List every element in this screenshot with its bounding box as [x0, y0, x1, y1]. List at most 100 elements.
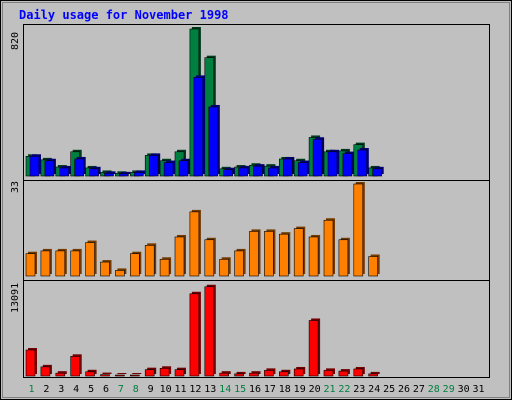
- pages-bar: [74, 158, 84, 177]
- pages-bar: [104, 173, 114, 177]
- kbytes-bar: [308, 320, 319, 377]
- x-tick-label: 23: [353, 384, 365, 395]
- pages-bar: [163, 162, 174, 177]
- sites-bar: [323, 219, 334, 277]
- pages-bar: [193, 77, 204, 177]
- kbytes-bar-shadow: [370, 371, 380, 374]
- pages-bar: [312, 138, 323, 177]
- kbytes-bar: [293, 368, 304, 377]
- kbytes-bar: [55, 372, 66, 377]
- x-tick-label: 13: [204, 384, 216, 395]
- kbytes-bar-shadow: [132, 373, 142, 374]
- x-tick-label: 3: [58, 384, 64, 395]
- sites-bar: [204, 239, 215, 277]
- sites-bar: [55, 250, 66, 277]
- kbytes-bar: [85, 371, 95, 377]
- pages-bar: [253, 165, 263, 177]
- sites-bar: [219, 258, 229, 277]
- pages-bar: [357, 149, 368, 177]
- kbytes-bar: [174, 369, 185, 377]
- kbytes-bar: [40, 366, 51, 377]
- x-tick-label: 26: [398, 384, 410, 395]
- kbytes-bar: [323, 370, 334, 377]
- pages-bar: [372, 168, 383, 177]
- sites-bar: [264, 231, 274, 277]
- kbytes-bar-shadow: [117, 373, 127, 374]
- x-tick-label: 30: [458, 384, 470, 395]
- x-tick-label: 4: [73, 384, 79, 395]
- sites-bar: [353, 183, 364, 277]
- sites-bar: [159, 258, 170, 277]
- kbytes-bar: [368, 373, 379, 377]
- pages-bar: [282, 158, 293, 177]
- sites-bar: [25, 253, 36, 277]
- chart-title: Daily usage for November 1998: [19, 8, 229, 22]
- sites-bar: [308, 236, 319, 277]
- bars-layer: [25, 27, 384, 377]
- pages-bar: [148, 155, 159, 177]
- x-tick-label: 15: [234, 384, 246, 395]
- x-tick-label: 8: [133, 384, 139, 395]
- x-tick-label: 19: [294, 384, 306, 395]
- pages-bar-shadow: [121, 171, 131, 174]
- x-axis-labels: 1 2 3 4 5 6 7 8 9 10 11 12 13 14 15 16 17 18 19 20 21 22 23 24 2…: [28, 384, 484, 395]
- pages-bar: [119, 173, 129, 177]
- x-tick-label: 6: [103, 384, 109, 395]
- x-tick-label: 16: [249, 384, 261, 395]
- kbytes-bar: [204, 286, 215, 377]
- kbytes-bar-shadow: [57, 371, 67, 374]
- x-tick-label: 21: [323, 384, 335, 395]
- x-tick-label: 11: [174, 384, 186, 395]
- kbytes-bar: [100, 374, 110, 377]
- sites-bar: [189, 211, 200, 277]
- x-tick-label: 29: [443, 384, 455, 395]
- kbytes-bar-shadow: [221, 371, 231, 374]
- pages-bar: [342, 153, 353, 177]
- kbytes-bar-shadow: [102, 372, 112, 374]
- x-tick-label: 5: [88, 384, 94, 395]
- kbytes-bar: [144, 369, 155, 377]
- x-tick-label: 9: [148, 384, 154, 395]
- kbytes-bar: [278, 371, 289, 377]
- sites-bar: [174, 236, 185, 277]
- pages-bar: [59, 167, 70, 177]
- pages-bar: [208, 106, 219, 177]
- kbytes-max-label: 13091: [10, 283, 21, 313]
- pages-bar: [327, 151, 338, 177]
- pages-bar: [268, 167, 278, 177]
- x-tick-label: 25: [383, 384, 395, 395]
- panels: [23, 24, 490, 378]
- pages-bar: [238, 167, 248, 177]
- x-tick-label: 27: [413, 384, 425, 395]
- x-tick-label: 7: [118, 384, 124, 395]
- sites-bar: [130, 253, 140, 277]
- kbytes-bar: [189, 293, 200, 377]
- x-tick-label: 28: [428, 384, 440, 395]
- pages-bar: [178, 160, 189, 177]
- x-tick-label: 22: [338, 384, 350, 395]
- sites-max-label: 33: [10, 181, 21, 193]
- x-tick-label: 20: [309, 384, 321, 395]
- sites-bar: [249, 231, 259, 277]
- kbytes-bar: [264, 370, 274, 377]
- sites-bar: [338, 239, 349, 277]
- kbytes-bar-shadow: [251, 371, 261, 374]
- sites-bar: [293, 228, 304, 277]
- sites-bar: [278, 233, 289, 277]
- sites-bar: [144, 245, 155, 277]
- pages-bar: [134, 172, 144, 177]
- kbytes-panel: [23, 280, 490, 378]
- kbytes-bar: [70, 356, 80, 377]
- x-tick-label: 24: [368, 384, 380, 395]
- sites-bar: [85, 242, 95, 277]
- pages-bar: [297, 162, 308, 177]
- x-tick-label: 12: [189, 384, 201, 395]
- sites-bar: [234, 250, 244, 277]
- sites-bar: [115, 270, 125, 277]
- sites-bar: [70, 250, 80, 277]
- x-tick-label: 17: [264, 384, 276, 395]
- sites-bar: [100, 261, 110, 277]
- x-tick-label: 31: [472, 384, 484, 395]
- kbytes-bar: [353, 368, 364, 377]
